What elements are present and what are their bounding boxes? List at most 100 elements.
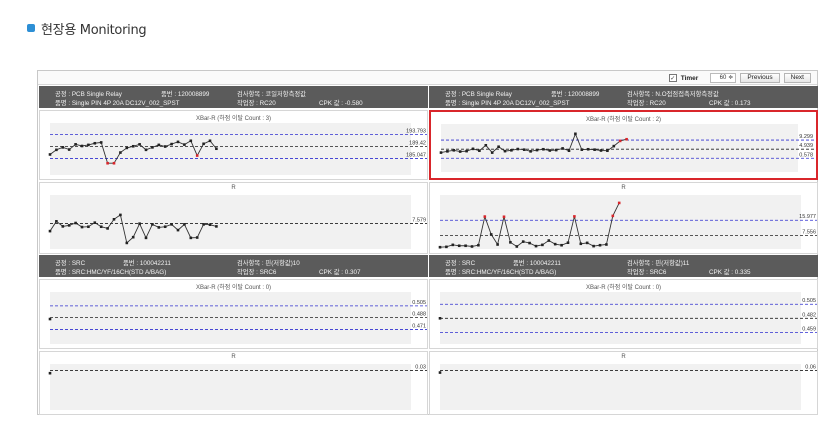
workplace-text: 작업장 : RC20	[237, 100, 276, 107]
part-number-text: 품번 : 120008899	[551, 91, 600, 98]
timer-checkbox[interactable]: ✓	[668, 74, 677, 82]
next-button[interactable]: Next	[783, 73, 811, 83]
data-point	[157, 226, 161, 229]
data-point	[195, 236, 199, 239]
data-point	[554, 148, 558, 152]
xbar-chart-title: XBar-R (하점 이탈 Count : 2)	[585, 117, 662, 123]
out-of-control-point	[611, 214, 615, 218]
data-point	[176, 228, 180, 232]
lcl-label: 0.471	[412, 323, 426, 329]
r-plot: 7.579	[48, 195, 427, 249]
data-point	[131, 235, 135, 239]
data-point	[489, 233, 493, 236]
data-point	[74, 143, 77, 146]
timer-label: Timer	[680, 74, 699, 82]
plot-area	[440, 364, 801, 410]
timer-controls: ✓ Timer 60 ≑ Previous Next	[668, 72, 811, 84]
data-point	[586, 147, 590, 151]
r-chart-title: R	[621, 185, 626, 191]
out-of-control-point	[618, 139, 622, 143]
xbar-chart-title: XBar-R (하점 이탈 Count : 0)	[195, 285, 272, 291]
part-name-text: 품명 : SRC:HMC/YF/16CH(STD A/BAG)	[445, 269, 557, 276]
xbar-chart: XBar-R (하점 이탈 Count : 3) 193.793 189.42 18…	[39, 110, 428, 180]
data-point	[208, 223, 212, 226]
lcl-label: 0.578	[799, 152, 813, 158]
data-point	[119, 213, 122, 217]
data-point	[189, 139, 193, 143]
data-point	[529, 150, 532, 153]
data-point	[579, 242, 583, 246]
out-of-control-point	[483, 215, 487, 218]
inspection-item-text: 검사항목 : 핀(저항값)10	[237, 260, 300, 267]
xbar-chart: XBar-R (하점 이탈 Count : 0) 0.505 0.482 0.459	[429, 279, 818, 349]
data-point	[106, 227, 109, 230]
data-point	[522, 148, 526, 151]
process-text: 공정 : SRC	[445, 260, 476, 267]
cl-label: 0.482	[802, 312, 816, 318]
part-number-text: 품번 : 100042211	[513, 260, 561, 267]
cpk-text: CPK 값 : 0.173	[709, 100, 751, 107]
data-point	[465, 149, 468, 153]
data-point	[606, 149, 609, 153]
workplace-text: 작업장 : RC20	[627, 100, 666, 107]
r-plot: 0.06	[438, 364, 817, 410]
timer-interval-input[interactable]: 60 ≑	[710, 73, 737, 83]
r-chart: R 0.03	[39, 351, 428, 415]
data-point	[87, 143, 90, 147]
part-name-text: 품명 : Single PIN 4P 20A DC12V_002_SPST	[445, 100, 570, 107]
part-number-text: 품번 : 120008899	[161, 91, 210, 98]
data-point	[496, 243, 499, 246]
previous-button[interactable]: Previous	[740, 73, 780, 83]
data-point	[592, 244, 595, 248]
page-header: 현장용 Monitoring	[27, 18, 147, 38]
data-point	[451, 243, 455, 247]
data-point	[535, 148, 539, 152]
data-point	[80, 144, 84, 148]
workplace-text: 작업장 : SRC6	[627, 269, 667, 276]
plot-area	[50, 123, 411, 175]
out-of-control-point	[625, 137, 628, 141]
workplace-text: 작업장 : SRC6	[237, 269, 277, 276]
data-point	[452, 148, 456, 152]
lcl-label: 0.459	[802, 326, 816, 332]
panel-info-bar: 공정 : PCB Single Relay 품번 : 120008899 품명 …	[429, 86, 818, 108]
data-point	[215, 225, 218, 228]
data-point	[438, 245, 442, 249]
process-text: 공정 : PCB Single Relay	[445, 91, 512, 98]
data-point	[484, 143, 488, 147]
data-point	[561, 147, 564, 150]
xbar-plot: 0.505 0.482 0.459	[438, 292, 817, 344]
data-point	[438, 371, 442, 374]
data-point	[55, 148, 58, 152]
plot-area	[441, 124, 798, 172]
data-point	[478, 149, 481, 153]
data-point	[574, 132, 577, 136]
data-point	[99, 225, 103, 229]
panel-info-bar: 공정 : SRC 품번 : 100042211 품명 : SRC:HMC/YF/…	[39, 255, 428, 277]
data-point	[87, 225, 90, 229]
data-point	[170, 142, 173, 146]
data-point	[144, 148, 148, 152]
lcl-label: 185.047	[406, 152, 426, 158]
data-point	[516, 147, 520, 151]
ucl-label: 15.977	[799, 214, 816, 220]
cl-label: 0.06	[805, 365, 816, 371]
data-point	[48, 153, 52, 156]
plot-area	[50, 195, 411, 249]
panel-info-bar: 공정 : PCB Single Relay 품번 : 120008899 품명 …	[39, 86, 428, 108]
r-plot: 15.977 7.556	[438, 195, 817, 249]
cl-label: 7.556	[802, 229, 816, 235]
cl-label: 7.579	[412, 217, 426, 223]
spinner-icon[interactable]: ≑	[728, 75, 734, 81]
data-point	[612, 144, 616, 148]
part-name-text: 품명 : Single PIN 4P 20A DC12V_002_SPST	[55, 100, 180, 107]
data-point	[74, 221, 77, 225]
out-of-control-point	[617, 201, 621, 205]
data-point	[157, 143, 161, 147]
data-point	[202, 223, 205, 226]
data-point	[151, 146, 154, 149]
ucl-label: 9.299	[799, 134, 813, 140]
r-chart: R 0.06	[429, 351, 818, 415]
data-point	[61, 146, 65, 149]
data-point	[445, 245, 448, 249]
